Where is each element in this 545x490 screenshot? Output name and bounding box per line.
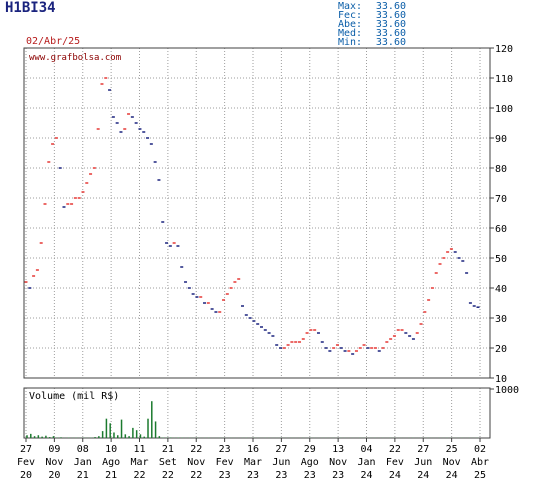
- x-tick-year: 23: [219, 470, 231, 481]
- x-tick-day: 04: [360, 444, 372, 455]
- stat-close: Fec: 33.60: [338, 10, 406, 21]
- y-tick-label: 110: [495, 74, 513, 85]
- volume-y-tick-label: 1000: [495, 385, 519, 396]
- x-tick-day: 09: [48, 444, 60, 455]
- x-tick-month: Mar: [244, 457, 262, 468]
- y-tick-label: 90: [495, 134, 507, 145]
- x-tick-month: Nov: [443, 457, 461, 468]
- stat-value: 33.60: [375, 1, 406, 12]
- y-tick-label: 10: [495, 374, 507, 385]
- x-tick-day: 13: [332, 444, 344, 455]
- x-tick-year: 21: [105, 470, 117, 481]
- x-tick-day: 08: [77, 444, 89, 455]
- stat-min: Min: 33.60: [338, 37, 406, 48]
- x-tick-year: 23: [247, 470, 259, 481]
- x-tick-year: 20: [20, 470, 32, 481]
- x-tick-day: 27: [417, 444, 429, 455]
- x-tick-year: 23: [332, 470, 344, 481]
- stat-value: 33.60: [375, 28, 406, 39]
- x-tick-year: 24: [360, 470, 372, 481]
- x-tick-year: 25: [474, 470, 486, 481]
- chart-date: 02/Abr/25: [26, 36, 81, 47]
- x-tick-day: 10: [105, 444, 117, 455]
- x-tick-year: 22: [133, 470, 145, 481]
- x-tick-month: Nov: [45, 457, 63, 468]
- y-tick-label: 60: [495, 224, 507, 235]
- x-tick-month: Jan: [357, 457, 375, 468]
- stat-label: Med:: [338, 28, 363, 39]
- x-tick-month: Jun: [272, 457, 290, 468]
- stat-label: Fec:: [338, 10, 363, 21]
- y-tick-label: 80: [495, 164, 507, 175]
- volume-title: Volume (mil R$): [29, 391, 119, 402]
- x-tick-year: 24: [389, 470, 401, 481]
- price-panel: 10 20 30 40 50 60 70 80 90 100 110 120 www.grafbolsa…: [23, 44, 513, 385]
- stat-value: 33.60: [375, 19, 406, 30]
- stat-avg: Med: 33.60: [338, 28, 406, 39]
- x-tick-month: Fev: [17, 457, 35, 468]
- x-tick-day: 02: [474, 444, 486, 455]
- y-tick-label: 50: [495, 254, 507, 265]
- y-tick-label: 70: [495, 194, 507, 205]
- x-tick-day: 22: [389, 444, 401, 455]
- x-tick-month: Set: [159, 457, 177, 468]
- stat-open: Abe: 33.60: [338, 19, 406, 30]
- x-tick-day: 25: [446, 444, 458, 455]
- stat-label: Abe:: [338, 19, 363, 30]
- watermark: www.grafbolsa.com: [29, 53, 121, 63]
- x-tick-year: 20: [48, 470, 60, 481]
- x-tick-month: Fev: [386, 457, 404, 468]
- x-tick-day: 27: [275, 444, 287, 455]
- y-tick-label: 30: [495, 314, 507, 325]
- x-tick-month: Jan: [74, 457, 92, 468]
- y-tick-label: 20: [495, 344, 507, 355]
- x-tick-day: 23: [219, 444, 231, 455]
- stat-max: Max: 33.60: [338, 1, 406, 12]
- volume-panel: Volume (mil R$) 1000: [23, 385, 519, 439]
- x-tick-day: 29: [304, 444, 316, 455]
- y-tick-label: 100: [495, 104, 513, 115]
- stat-label: Min:: [338, 37, 363, 48]
- x-tick-month: Fev: [216, 457, 234, 468]
- y-tick-label: 40: [495, 284, 507, 295]
- x-tick-year: 23: [304, 470, 316, 481]
- x-tick-day: 21: [162, 444, 174, 455]
- x-tick-month: Jun: [414, 457, 432, 468]
- x-tick-month: Nov: [187, 457, 205, 468]
- x-tick-year: 21: [77, 470, 89, 481]
- x-tick-month: Ago: [102, 457, 120, 468]
- price-frame: [23, 47, 491, 379]
- y-tick-label: 120: [495, 44, 513, 55]
- x-axis: 27 Fev 20 09 Nov 20 08 Jan 21 10 Ago 21 11 Mar 22 21 Set…: [17, 438, 489, 481]
- x-tick-month: Abr: [471, 457, 489, 468]
- x-tick-month: Ago: [301, 457, 319, 468]
- x-tick-year: 23: [275, 470, 287, 481]
- x-tick-month: Nov: [329, 457, 347, 468]
- stat-value: 33.60: [375, 37, 406, 48]
- x-tick-day: 27: [20, 444, 32, 455]
- stat-value: 33.60: [375, 10, 406, 21]
- x-tick-day: 22: [190, 444, 202, 455]
- x-tick-day: 16: [247, 444, 259, 455]
- x-tick-month: Mar: [130, 457, 148, 468]
- ticker-symbol: H1BI34: [5, 0, 56, 16]
- x-tick-year: 22: [162, 470, 174, 481]
- stat-label: Max:: [338, 1, 363, 12]
- x-tick-day: 11: [133, 444, 145, 455]
- x-tick-year: 24: [417, 470, 429, 481]
- x-tick-year: 22: [190, 470, 202, 481]
- x-tick-year: 24: [446, 470, 458, 481]
- stats-panel: Max: 33.60 Fec: 33.60 Abe: 33.60 Med: 33.60 …: [338, 1, 406, 48]
